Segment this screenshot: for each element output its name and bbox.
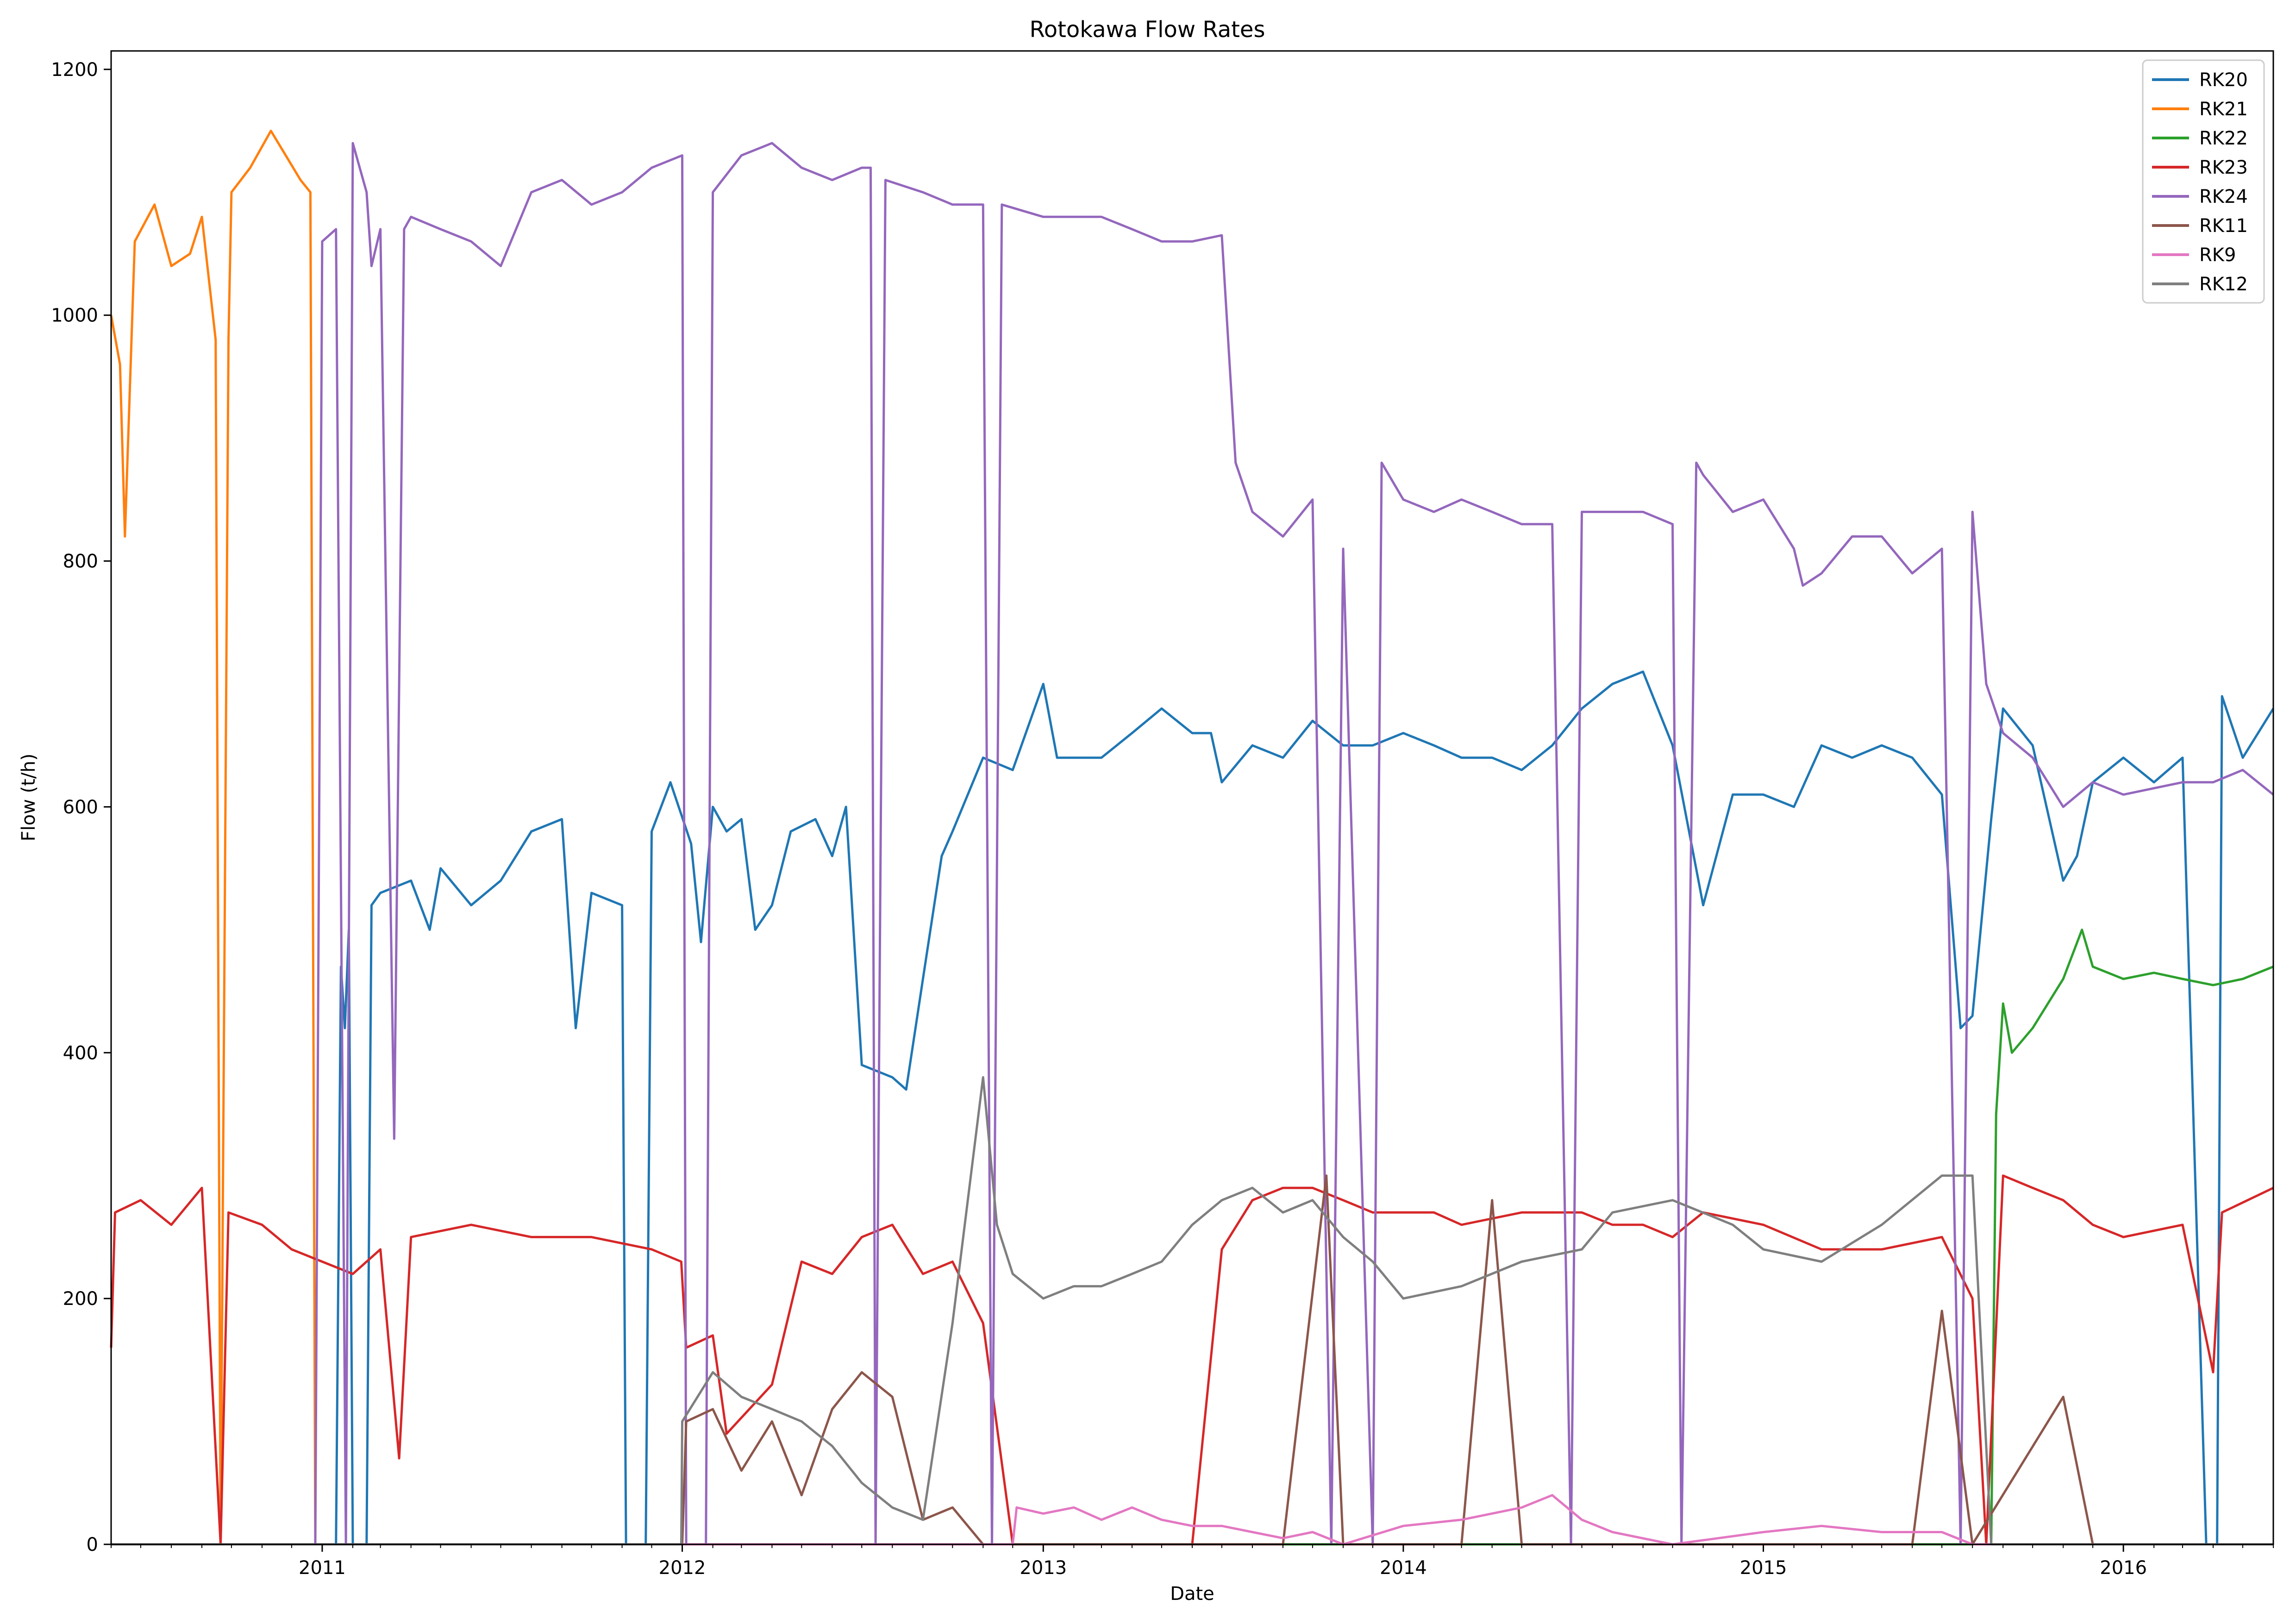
y-axis: 0 200 400 600 800 1000 1200 — [51, 59, 111, 1555]
chart-title: Rotokawa Flow Rates — [1030, 17, 1265, 43]
series-line-rk12 — [111, 1076, 2273, 1546]
x-tick-label: 2013 — [1020, 1557, 1067, 1579]
x-axis: 2011 2012 2013 2014 2015 2016 — [111, 1544, 2274, 1579]
x-axis-label: Date — [1170, 1583, 1214, 1605]
x-tick-label: 2016 — [2100, 1557, 2147, 1579]
legend-label-rk22: RK22 — [2199, 128, 2248, 149]
series-line-rk22 — [111, 928, 2274, 1546]
legend-label-rk23: RK23 — [2199, 157, 2248, 178]
y-axis-label: Flow (t/h) — [18, 753, 39, 841]
y-tick-label: 1200 — [51, 59, 98, 81]
x-tick-label: 2014 — [1380, 1557, 1427, 1579]
legend: RK20 RK21 RK22 RK23 RK24 RK11 RK9 RK12 — [2142, 59, 2265, 304]
legend-label-rk9: RK9 — [2199, 245, 2236, 266]
y-tick-label: 200 — [63, 1288, 98, 1310]
legend-label-rk24: RK24 — [2199, 186, 2248, 207]
y-tick-label: 1000 — [51, 305, 98, 326]
x-tick-label: 2011 — [299, 1557, 346, 1579]
legend-label-rk21: RK21 — [2199, 99, 2248, 120]
legend-label-rk20: RK20 — [2199, 69, 2248, 91]
y-tick-label: 600 — [63, 796, 98, 818]
legend-label-rk12: RK12 — [2199, 274, 2248, 295]
x-tick-label: 2015 — [1740, 1557, 1787, 1579]
legend-box — [2142, 59, 2265, 304]
y-tick-label: 800 — [63, 551, 98, 572]
legend-label-rk11: RK11 — [2199, 215, 2248, 237]
series-line-rk20 — [111, 670, 2275, 1546]
x-tick-label: 2012 — [659, 1557, 706, 1579]
series-line-rk24 — [111, 142, 2274, 1546]
y-tick-label: 400 — [63, 1042, 98, 1064]
y-tick-label: 0 — [87, 1534, 98, 1555]
